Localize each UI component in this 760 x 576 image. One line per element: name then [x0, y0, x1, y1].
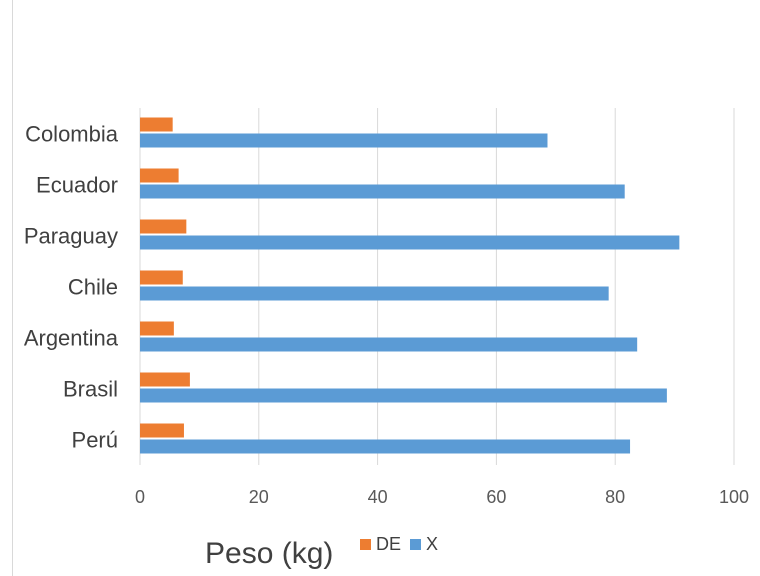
bar-de-chile — [140, 270, 183, 285]
category-labels: Colombia Ecuador Paraguay Chile Argentina Bra… — [24, 122, 119, 453]
category-label-argentina: Argentina — [24, 326, 119, 351]
bar-x-brasil — [140, 388, 667, 403]
x-tick-label-20: 20 — [249, 487, 269, 507]
category-label-per: Perú — [72, 428, 118, 453]
x-axis-title: Peso (kg) — [205, 537, 333, 570]
legend: DE X — [360, 534, 438, 554]
bar-de-paraguay — [140, 219, 187, 234]
bar-x-paraguay — [140, 235, 680, 250]
legend-swatch-x — [410, 539, 421, 550]
category-label-paraguay: Paraguay — [24, 224, 118, 249]
bar-x-chile — [140, 286, 609, 301]
bar-x-argentina — [140, 337, 638, 352]
bar-x-colombia — [140, 133, 548, 148]
category-label-chile: Chile — [68, 275, 118, 300]
gridlines — [139, 108, 735, 465]
x-tick-label-100: 100 — [719, 487, 749, 507]
bar-de-per — [140, 423, 184, 438]
x-tick-label-40: 40 — [368, 487, 388, 507]
x-tick-label-80: 80 — [605, 487, 625, 507]
legend-label-de: DE — [376, 534, 401, 554]
bar-de-brasil — [140, 372, 190, 387]
legend-label-x: X — [426, 534, 438, 554]
bar-x-per — [140, 439, 631, 454]
bar-de-ecuador — [140, 168, 179, 183]
bar-de-argentina — [140, 321, 174, 336]
category-label-colombia: Colombia — [25, 122, 119, 147]
bar-x-ecuador — [140, 184, 625, 199]
bar-de-colombia — [140, 117, 173, 132]
bars — [140, 117, 680, 454]
x-tick-label-0: 0 — [135, 487, 145, 507]
chart-frame — [12, 0, 760, 576]
x-tick-labels: 0 20 40 60 80 100 — [135, 487, 749, 507]
legend-swatch-de — [360, 539, 371, 550]
x-tick-label-60: 60 — [486, 487, 506, 507]
category-label-brasil: Brasil — [63, 377, 118, 402]
category-label-ecuador: Ecuador — [36, 173, 118, 198]
